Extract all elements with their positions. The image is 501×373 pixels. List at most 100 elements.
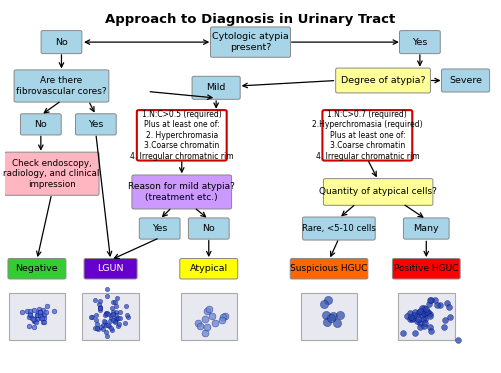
- FancyBboxPatch shape: [192, 76, 240, 99]
- Point: [93, 321, 101, 327]
- Point: [329, 313, 337, 319]
- Point: [201, 330, 209, 336]
- Point: [112, 315, 120, 321]
- Text: Negative: Negative: [16, 264, 58, 273]
- Point: [425, 301, 433, 307]
- Point: [106, 323, 114, 329]
- Point: [42, 309, 50, 315]
- Point: [109, 311, 117, 317]
- FancyBboxPatch shape: [9, 292, 65, 340]
- Point: [99, 323, 107, 329]
- Point: [103, 333, 111, 339]
- Point: [107, 312, 115, 318]
- Point: [111, 319, 119, 325]
- Point: [94, 326, 102, 332]
- Point: [93, 317, 101, 323]
- Text: Degree of atypia?: Degree of atypia?: [341, 76, 425, 85]
- Point: [39, 307, 47, 313]
- Point: [124, 314, 132, 320]
- Point: [421, 316, 429, 322]
- Point: [103, 294, 111, 300]
- Point: [100, 317, 108, 323]
- Point: [323, 312, 331, 318]
- Point: [33, 312, 41, 318]
- Point: [96, 307, 104, 313]
- Point: [406, 316, 414, 322]
- Point: [426, 313, 434, 319]
- Point: [112, 303, 120, 309]
- Point: [221, 313, 229, 319]
- Point: [30, 316, 38, 322]
- FancyBboxPatch shape: [301, 292, 357, 340]
- Text: Rare, <5-10 cells: Rare, <5-10 cells: [302, 224, 376, 233]
- Point: [211, 320, 219, 326]
- Point: [419, 310, 427, 316]
- Point: [411, 330, 419, 336]
- Text: Cytologic atypia
present?: Cytologic atypia present?: [212, 32, 289, 52]
- Text: 1.N:C>0.5 (required)
Plus at least one of:
2. Hyperchromasia
3.Coarse chromatin
: 1.N:C>0.5 (required) Plus at least one o…: [130, 110, 233, 161]
- Text: Positive HGUC: Positive HGUC: [394, 264, 458, 273]
- Point: [196, 323, 204, 329]
- Point: [103, 310, 111, 316]
- Text: Yes: Yes: [88, 120, 104, 129]
- Point: [96, 304, 104, 310]
- Point: [410, 312, 418, 318]
- Point: [102, 329, 110, 335]
- Point: [441, 317, 449, 323]
- Point: [101, 312, 109, 318]
- Point: [426, 311, 434, 317]
- FancyBboxPatch shape: [324, 179, 433, 205]
- Point: [403, 313, 411, 319]
- Point: [414, 311, 422, 317]
- Point: [412, 318, 420, 324]
- Point: [38, 314, 46, 320]
- Point: [445, 304, 453, 310]
- FancyBboxPatch shape: [180, 292, 237, 340]
- Point: [420, 305, 428, 311]
- Point: [416, 308, 424, 314]
- Text: Quantity of atypical cells?: Quantity of atypical cells?: [319, 188, 437, 197]
- Point: [205, 306, 213, 312]
- Point: [37, 316, 45, 322]
- Text: Approach to Diagnosis in Urinary Tract: Approach to Diagnosis in Urinary Tract: [105, 13, 396, 26]
- Point: [427, 297, 435, 303]
- Point: [109, 298, 117, 304]
- Point: [208, 313, 216, 319]
- Point: [31, 318, 39, 324]
- Point: [421, 311, 429, 317]
- Point: [218, 314, 226, 320]
- Point: [102, 310, 110, 316]
- FancyBboxPatch shape: [139, 218, 180, 239]
- FancyBboxPatch shape: [399, 31, 440, 54]
- Point: [33, 316, 41, 322]
- FancyBboxPatch shape: [303, 217, 375, 240]
- Point: [440, 324, 448, 330]
- Point: [43, 303, 51, 309]
- Point: [115, 321, 123, 327]
- FancyBboxPatch shape: [84, 258, 137, 279]
- Text: No: No: [35, 120, 47, 129]
- Point: [111, 299, 119, 305]
- Point: [26, 311, 34, 317]
- Point: [336, 312, 344, 318]
- Point: [123, 311, 131, 317]
- Point: [122, 303, 130, 309]
- Point: [414, 316, 422, 322]
- Point: [34, 310, 42, 316]
- Text: Yes: Yes: [152, 224, 167, 233]
- Point: [91, 297, 99, 303]
- Point: [410, 309, 418, 315]
- Point: [442, 300, 450, 305]
- Point: [40, 312, 48, 318]
- Point: [406, 310, 414, 316]
- Point: [91, 325, 99, 331]
- Point: [203, 308, 211, 314]
- Point: [40, 316, 48, 322]
- Point: [108, 305, 116, 311]
- Point: [100, 326, 108, 332]
- Point: [422, 305, 430, 311]
- Point: [433, 302, 441, 308]
- Point: [96, 305, 104, 311]
- FancyBboxPatch shape: [403, 218, 449, 239]
- Point: [418, 311, 426, 317]
